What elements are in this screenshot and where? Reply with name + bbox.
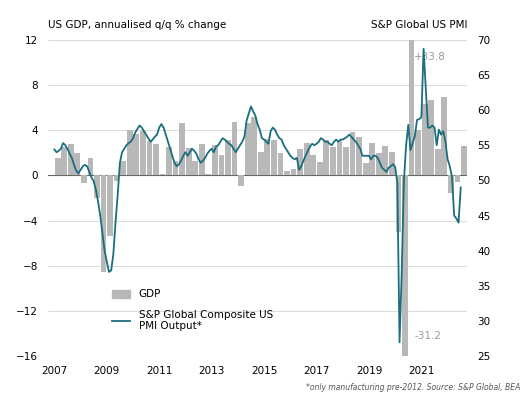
Bar	[147, 141, 152, 175]
Bar	[264, 139, 270, 175]
Bar	[415, 130, 421, 175]
Bar	[245, 123, 251, 175]
Bar	[356, 137, 362, 175]
Bar	[114, 175, 119, 181]
Bar	[179, 123, 185, 175]
Bar	[310, 155, 316, 175]
Bar	[271, 140, 277, 175]
Bar	[297, 149, 303, 175]
Bar	[173, 161, 178, 175]
Bar	[284, 171, 290, 175]
Bar	[363, 163, 369, 175]
Bar	[343, 147, 349, 175]
Text: *only manufacturing pre-2012. Source: S&P Global, BEA: *only manufacturing pre-2012. Source: S&…	[306, 383, 520, 392]
Bar	[55, 158, 61, 175]
Bar	[94, 175, 100, 198]
Bar	[290, 169, 296, 175]
Bar	[389, 152, 395, 175]
Bar	[429, 99, 434, 175]
Bar	[350, 132, 355, 175]
Bar	[186, 148, 192, 175]
Bar	[330, 147, 336, 175]
Bar	[238, 175, 244, 186]
Bar	[317, 162, 323, 175]
Bar	[422, 104, 427, 175]
Bar	[121, 161, 126, 175]
Bar	[140, 131, 145, 175]
Bar	[337, 141, 342, 175]
Bar	[100, 175, 106, 272]
Legend: GDP, S&P Global Composite US
PMI Output*: GDP, S&P Global Composite US PMI Output*	[108, 285, 277, 335]
Text: S&P Global US PMI: S&P Global US PMI	[371, 20, 467, 30]
Text: -31.2: -31.2	[414, 331, 441, 341]
Bar	[81, 175, 87, 183]
Text: US GDP, annualised q/q % change: US GDP, annualised q/q % change	[48, 20, 226, 30]
Text: +33.8: +33.8	[414, 51, 446, 61]
Bar	[323, 140, 329, 175]
Bar	[278, 153, 284, 175]
Bar	[435, 149, 441, 175]
Bar	[402, 175, 408, 356]
Bar	[61, 147, 67, 175]
Bar	[192, 161, 198, 175]
Bar	[258, 152, 264, 175]
Bar	[205, 174, 211, 175]
Bar	[160, 174, 165, 175]
Bar	[166, 147, 172, 175]
Bar	[133, 133, 139, 175]
Bar	[74, 153, 80, 175]
Bar	[219, 155, 225, 175]
Bar	[127, 130, 133, 175]
Bar	[304, 143, 310, 175]
Bar	[370, 143, 375, 175]
Bar	[448, 175, 454, 194]
Bar	[225, 140, 231, 175]
Bar	[212, 145, 218, 175]
Bar	[232, 122, 237, 175]
Bar	[461, 146, 467, 175]
Bar	[441, 97, 447, 175]
Bar	[396, 175, 401, 232]
Bar	[199, 144, 205, 175]
Bar	[88, 158, 93, 175]
Bar	[376, 153, 382, 175]
Bar	[153, 144, 159, 175]
Bar	[251, 116, 257, 175]
Bar	[107, 175, 113, 236]
Bar	[409, 40, 415, 175]
Bar	[455, 175, 460, 182]
Bar	[382, 146, 388, 175]
Bar	[68, 144, 74, 175]
